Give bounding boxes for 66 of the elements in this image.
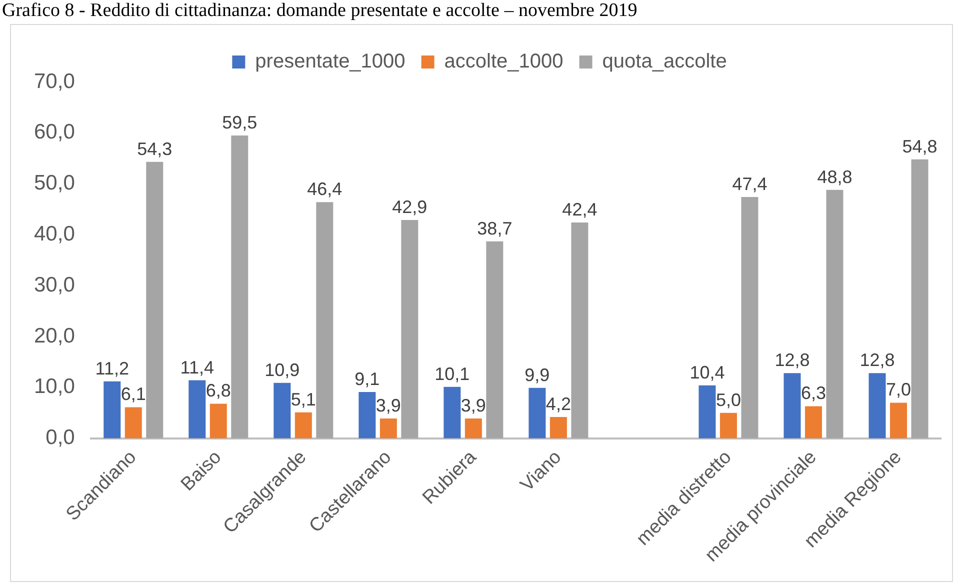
y-tick-label: 0,0	[46, 426, 75, 450]
y-tick-label: 70,0	[34, 70, 75, 93]
bar	[698, 385, 716, 438]
bar	[274, 382, 291, 438]
data-label: 59,5	[222, 112, 258, 132]
data-label: 42,9	[392, 196, 428, 217]
bar	[528, 388, 546, 438]
bar	[571, 222, 588, 438]
bar	[868, 373, 886, 438]
data-label: 10,1	[434, 364, 470, 384]
data-label: 9,1	[354, 368, 380, 389]
data-label: 54,3	[137, 138, 172, 159]
bar	[401, 220, 418, 438]
bar	[464, 418, 482, 438]
bar	[550, 416, 567, 438]
data-label: 12,8	[860, 350, 895, 370]
data-label: 47,4	[732, 174, 768, 194]
data-label: 9,9	[524, 364, 550, 385]
bar	[358, 392, 376, 438]
bar	[231, 135, 248, 438]
data-label: 5,0	[716, 390, 741, 410]
bar	[720, 412, 737, 438]
chart-title: Grafico 8 - Reddito di cittadinanza: domande presentate e accolte – novembre 2019	[2, 0, 638, 22]
data-label: 54,8	[902, 136, 938, 156]
bar	[784, 373, 801, 438]
legend-label: quota_accolte	[602, 50, 727, 73]
bar	[826, 190, 844, 438]
data-label: 6,8	[206, 380, 231, 401]
data-label: 10,4	[690, 362, 725, 382]
y-tick-label: 50,0	[34, 172, 75, 195]
data-label: 42,4	[562, 199, 598, 220]
bar	[188, 380, 206, 438]
bar	[146, 162, 164, 438]
bar	[804, 406, 822, 438]
data-label: 11,2	[95, 358, 129, 378]
bar	[890, 402, 907, 438]
bar	[911, 159, 928, 438]
y-tick-label: 60,0	[34, 120, 75, 144]
data-label: 10,9	[264, 360, 300, 380]
data-label: 12,8	[774, 350, 810, 370]
data-label: 3,9	[460, 395, 486, 416]
legend-label: accolte_1000	[444, 50, 564, 73]
bar	[741, 197, 758, 438]
data-label: 6,3	[800, 383, 826, 404]
data-label: 3,9	[376, 395, 401, 416]
bar	[210, 404, 227, 438]
bar	[444, 386, 461, 438]
data-label: 46,4	[307, 179, 342, 200]
bar	[124, 407, 142, 438]
y-tick-label: 30,0	[34, 273, 75, 296]
bar	[294, 412, 312, 438]
legend-label: presentate_1000	[255, 50, 406, 73]
bar	[380, 418, 397, 438]
data-label: 6,1	[120, 384, 146, 404]
data-label: 5,1	[290, 389, 316, 410]
data-label: 4,2	[546, 394, 571, 414]
y-tick-label: 10,0	[34, 375, 75, 398]
bar	[316, 202, 334, 438]
data-label: 7,0	[886, 380, 912, 400]
y-tick-label: 40,0	[34, 222, 75, 246]
bar	[104, 381, 121, 438]
data-label: 38,7	[477, 218, 512, 238]
data-label: 11,4	[180, 357, 214, 378]
y-tick-label: 20,0	[34, 324, 75, 348]
data-label: 48,8	[817, 166, 852, 187]
bar	[486, 241, 504, 438]
